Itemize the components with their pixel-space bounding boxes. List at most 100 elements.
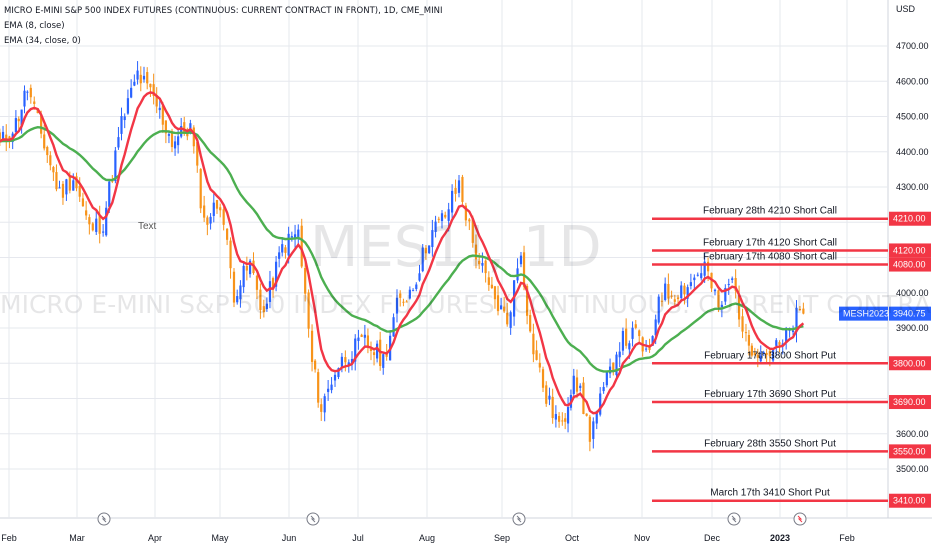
- candle-body: [327, 388, 330, 392]
- candle-body: [376, 343, 379, 359]
- candle-body: [599, 393, 602, 415]
- candle-body: [535, 350, 538, 360]
- candle-body: [360, 334, 363, 337]
- candle-body: [192, 127, 195, 147]
- candle-body: [262, 306, 265, 313]
- candle-body: [411, 290, 415, 292]
- x-tick-label: Mar: [69, 533, 85, 543]
- time-axis[interactable]: Feb Mar Apr May Jun Jul Aug Sep Oct Nov Dec 2023 Feb: [1, 533, 855, 543]
- candle-body: [481, 262, 484, 266]
- candle-body: [660, 300, 664, 302]
- candle-body: [98, 215, 101, 234]
- candle-body: [372, 352, 376, 356]
- candle-body: [317, 372, 320, 403]
- candle-body: [538, 362, 541, 368]
- candle-body: [40, 114, 43, 134]
- candle-body: [43, 134, 46, 149]
- candle-body: [471, 218, 474, 243]
- candle-body: [588, 416, 591, 442]
- candle-body: [612, 362, 615, 372]
- candle-body: [133, 81, 136, 86]
- candle-body: [795, 307, 798, 333]
- candle-body: [68, 175, 71, 191]
- candle-body: [418, 273, 421, 281]
- candle-body: [26, 91, 29, 93]
- candle-body: [340, 356, 344, 368]
- level-price-tag: [889, 243, 931, 258]
- symbol-title[interactable]: MICRO E-MINI S&P 500 INDEX FUTURES (CONT…: [4, 6, 443, 16]
- candle-body: [768, 350, 771, 357]
- candle-body: [91, 223, 94, 231]
- candle-body: [645, 348, 648, 350]
- last-price-tag-text: 3940.75: [893, 309, 926, 319]
- candle-body: [529, 315, 532, 332]
- level-label: February 17th 3690 Short Put: [704, 389, 836, 400]
- price-levels: February 28th 4210 Short Call 4210.00 Febr…: [652, 206, 931, 508]
- candle-body: [229, 240, 232, 269]
- candle-body: [180, 126, 183, 137]
- candle-body: [689, 282, 692, 287]
- ema-34-legend[interactable]: EMA (34, close, 0): [4, 36, 81, 46]
- candle-body: [493, 286, 497, 300]
- lightning-icon: [516, 515, 522, 523]
- candle-body: [248, 260, 252, 275]
- candle-body: [657, 296, 660, 323]
- candle-body: [167, 134, 171, 136]
- candle-body: [664, 283, 667, 300]
- ema-8-legend[interactable]: EMA (8, close): [4, 21, 65, 31]
- text-annotation[interactable]: Text: [138, 221, 157, 232]
- candle-body: [713, 289, 717, 292]
- candle-body: [464, 205, 467, 221]
- candle-body: [366, 335, 370, 347]
- candle-body: [149, 83, 152, 88]
- candle-body: [46, 147, 49, 156]
- candle-body: [408, 289, 411, 299]
- candle-body: [95, 218, 98, 232]
- candle-body: [232, 271, 236, 303]
- price-axis[interactable]: 3500.00 3600.00 3900.00 4000.00 4300.00 4400.…: [896, 4, 929, 474]
- candle-body: [526, 285, 529, 316]
- candle-body: [444, 214, 447, 218]
- candle-body: [265, 303, 269, 309]
- candle-body: [717, 290, 720, 308]
- lightning-icon: [101, 515, 107, 523]
- candle-body: [541, 369, 545, 388]
- candle-body: [638, 330, 641, 337]
- y-tick-label: 3500.00: [896, 464, 929, 474]
- candle-body: [585, 413, 588, 416]
- candle-body: [561, 420, 564, 422]
- candle-body: [602, 386, 605, 392]
- candle-body: [226, 228, 229, 240]
- candle-body: [802, 308, 805, 314]
- candle-body: [20, 109, 23, 126]
- candle-body: [61, 183, 65, 198]
- candle-body: [203, 205, 206, 218]
- candle-body: [239, 285, 242, 300]
- x-tick-label: Oct: [565, 533, 580, 543]
- candle-body: [402, 301, 405, 303]
- candle-body: [724, 287, 727, 302]
- candle-body: [55, 172, 58, 190]
- candle-body: [300, 225, 303, 267]
- candle-body: [158, 107, 161, 111]
- candle-body: [392, 317, 395, 337]
- candle-body: [628, 343, 631, 350]
- candle-body: [142, 75, 146, 80]
- candle-body: [183, 122, 186, 134]
- x-tick-label: May: [211, 533, 229, 543]
- candle-body: [700, 273, 703, 279]
- candle-body: [579, 385, 582, 389]
- candle-body: [454, 187, 457, 194]
- level-price-tag: [889, 356, 931, 371]
- candle-body: [1, 131, 5, 141]
- candle-body: [17, 118, 20, 122]
- candle-body: [634, 324, 637, 328]
- level-price-tag-text: 4210.00: [893, 214, 926, 224]
- candle-body: [737, 294, 741, 320]
- candle-body: [625, 328, 628, 346]
- level-label: February 17th 4080 Short Call: [703, 252, 837, 263]
- candle-body: [478, 260, 481, 265]
- candle-body: [762, 352, 765, 354]
- candle-body: [468, 219, 471, 222]
